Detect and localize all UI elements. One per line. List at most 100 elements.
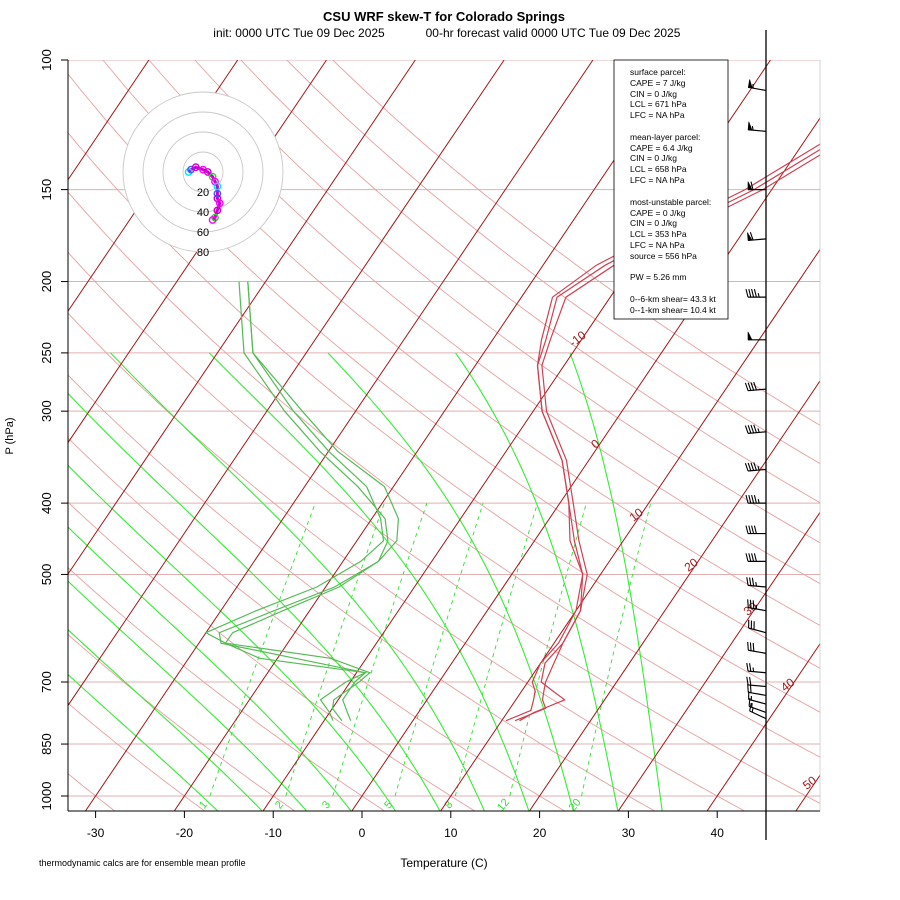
wind-barb-full [749,702,752,712]
most-unstable-source: source = 556 hPa [630,251,697,261]
wind-barb [747,121,767,132]
wind-barb [745,494,766,504]
hodograph-point [191,163,200,172]
y-tick-label: 250 [39,342,54,364]
wind-barb-half [757,498,760,504]
wind-barb-staff [748,649,767,654]
moist-adiabat-line [455,352,619,811]
wind-barb-full [749,599,752,609]
y-tick-label: 500 [39,564,54,586]
wind-barb-full [748,525,752,534]
dewpoint-profile [224,281,389,721]
surface-cin: CIN = 0 J/kg [630,89,677,99]
hodograph-point [215,199,224,208]
wind-barb-full [750,181,754,190]
mixing-ratio-line [581,502,652,797]
wind-barb-full [749,663,752,672]
wind-barb-full [747,641,749,651]
most-unstable-header: most-unstable parcel: [630,197,711,207]
dry-adiabat-line [102,60,820,626]
wind-barb-staff [748,627,767,634]
wind-barb [746,662,767,674]
wind-barb-full [747,599,749,608]
wind-barb-full [747,462,752,471]
dry-adiabat-line [68,312,746,811]
surface-cape: CAPE = 7 J/kg [630,78,686,88]
wind-barb-staff [748,606,767,612]
wind-barb-full [753,494,757,504]
mixing-ratio-line [394,502,484,797]
wind-barb-staff [748,698,767,705]
wind-barb-full [751,494,755,504]
wind-barb-half [757,428,760,433]
y-tick-label: 200 [39,271,54,293]
wind-barb-full [747,425,752,434]
wind-barb-full [753,462,757,471]
wind-barb-flag [747,121,753,131]
wind-barb-full [746,662,749,672]
dry-adiabat-line [68,633,296,811]
moist-adiabat-line [68,392,441,811]
wind-barb [747,331,766,341]
wind-barb-full [751,525,755,534]
dry-adiabat-line [332,60,820,426]
dry-adiabat-line [68,702,206,811]
mixing-ratio-line [332,502,428,797]
wind-barb-staff [748,684,767,688]
wind-barb [744,424,767,434]
wind-barb-full [750,462,755,471]
wind-barb [746,676,767,688]
isotherm-line [84,60,594,811]
dry-adiabat-line [68,73,820,669]
wind-barb-half [755,581,757,587]
moist-adiabat-line [110,352,486,811]
wind-barb-staff [749,710,767,720]
dry-adiabat-line [194,60,820,544]
dry-adiabat-line [68,132,820,713]
wind-barb-full [744,382,749,391]
wind-barb-full [747,684,749,693]
shear-0-1km: 0--1-km shear= 10.4 kt [630,305,716,315]
wind-barb-half [752,667,755,672]
mixing-ratio-line [454,502,538,797]
chart-subtitle-valid: 00-hr forecast valid 0000 UTC Tue 09 Dec… [426,26,681,40]
shear-0-6km: 0--6-km shear= 43.3 kt [630,294,716,304]
wind-barb-column [744,30,767,840]
isotherm-line [528,380,820,811]
moist-adiabat-line [569,352,663,811]
wind-barb-staff [748,388,767,392]
wind-barb-full [745,289,749,298]
hodograph-point [184,168,193,176]
moist-adiabat-line [68,673,219,811]
most-unstable-lfc: LFC = NA hPa [630,240,685,250]
isotherm-line [173,60,683,811]
isotherm-line [440,248,820,811]
surface-lfc: LFC = NA hPa [630,110,685,120]
hodograph-point [213,182,222,191]
moist-adiabat-line [68,580,308,811]
isotherm-line [706,642,820,811]
y-tick-label: 100 [39,49,54,71]
wind-barb-staff [748,431,767,434]
x-axis-label: Temperature (C) [400,856,487,870]
wind-barb-full [749,642,752,651]
isotherm-line [351,117,820,811]
hodograph-point [203,168,212,176]
x-tick-label: 30 [622,826,636,840]
wind-barb-full [752,600,755,609]
wind-barb [745,525,766,535]
wind-barb-full [746,676,749,686]
wind-barb-half [751,126,754,131]
wind-barb-full [748,289,752,298]
footnote: thermodynamic calcs are for ensemble mea… [39,858,246,868]
wind-barb [744,381,767,392]
x-tick-label: 20 [533,826,547,840]
wind-barb-flag [747,232,753,241]
wind-barb-full [749,676,752,686]
wind-barb [745,553,766,562]
mean-layer-cin: CIN = 0 J/kg [630,153,677,163]
wind-barb-full [753,553,757,562]
mean-layer-lcl: LCL = 658 hPa [630,164,687,174]
dry-adiabat-line [286,60,820,465]
